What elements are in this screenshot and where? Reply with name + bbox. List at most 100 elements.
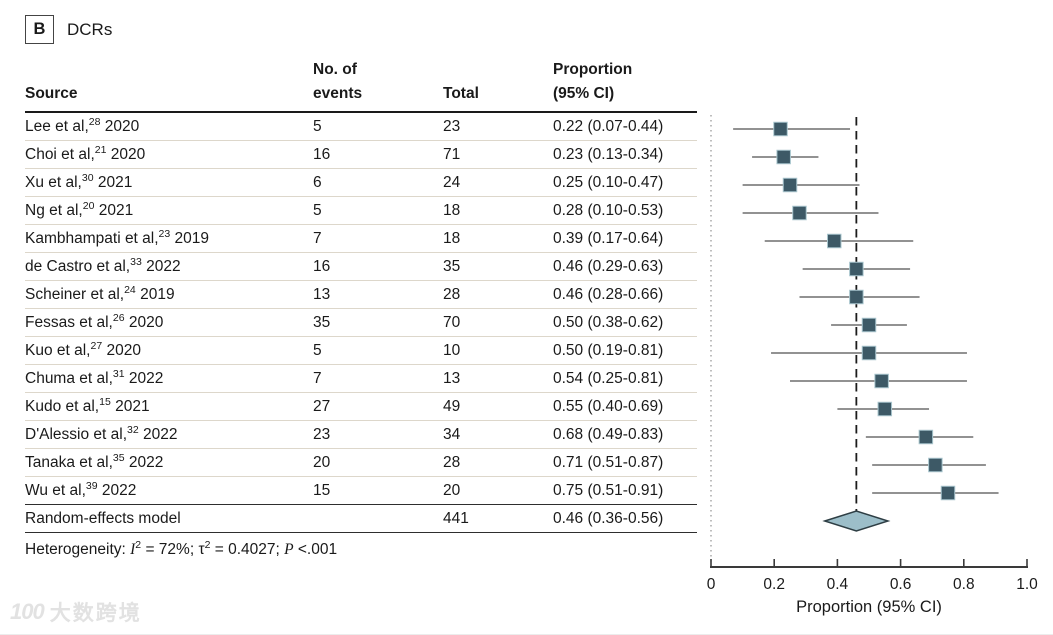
cell-total: 18 [443, 230, 461, 247]
cell-proportion: 0.22 (0.07-0.44) [553, 118, 664, 135]
cell-proportion: 0.71 (0.51-0.87) [553, 454, 664, 471]
header-events: No. of events [313, 60, 363, 102]
cell-total: 23 [443, 118, 461, 135]
cell-proportion: 0.55 (0.40-0.69) [553, 398, 664, 415]
cell-total: 13 [443, 370, 461, 387]
cell-total: 28 [443, 454, 461, 471]
cell-events: 5 [313, 202, 322, 219]
cell-source: Xu et al,30 2021 [25, 171, 133, 191]
cell-proportion: 0.28 (0.10-0.53) [553, 202, 664, 219]
header-total: Total [443, 84, 479, 102]
cell-total: 28 [443, 286, 461, 303]
cell-proportion: 0.50 (0.19-0.81) [553, 342, 664, 359]
cell-events: 27 [313, 398, 331, 415]
cell-proportion: 0.68 (0.49-0.83) [553, 426, 664, 443]
cell-proportion: 0.23 (0.13-0.34) [553, 146, 664, 163]
cell-source: Kambhampati et al,23 2019 [25, 227, 210, 247]
header-source: Source [25, 84, 78, 102]
point-estimate-square [940, 485, 956, 501]
cell-proportion: 0.39 (0.17-0.64) [553, 230, 664, 247]
cell-proportion: 0.46 (0.36-0.56) [553, 510, 664, 527]
cell-source: Choi et al,21 2020 [25, 143, 146, 163]
cell-events: 23 [313, 426, 331, 443]
cell-total: 70 [443, 314, 461, 331]
cell-total: 20 [443, 482, 461, 499]
cell-total: 18 [443, 202, 461, 219]
panel-letter-badge: B [25, 15, 54, 44]
point-estimate-square [874, 373, 889, 389]
watermark-logo-icon: 100 [10, 599, 45, 624]
cell-events: 35 [313, 314, 331, 331]
cell-events: 16 [313, 146, 331, 163]
x-axis-tick-label: 0 [707, 576, 716, 593]
x-axis-tick-label: 0.8 [953, 576, 975, 593]
table-row: Tanaka et al,35 2022 20 28 0.71 (0.51-0.87) [25, 449, 697, 477]
study-table: Source No. of events Total Proportion (95%… [25, 54, 697, 533]
cell-source: Lee et al,28 2020 [25, 115, 140, 135]
point-estimate-square [773, 121, 788, 137]
table-header-row: Source No. of events Total Proportion (95%… [25, 54, 697, 113]
cell-events: 7 [313, 230, 322, 247]
table-row: Random-effects model 441 0.46 (0.36-0.56) [25, 505, 697, 533]
cell-events: 13 [313, 286, 331, 303]
cell-proportion: 0.75 (0.51-0.91) [553, 482, 664, 499]
cell-source: Tanaka et al,35 2022 [25, 451, 164, 471]
cell-total: 35 [443, 258, 461, 275]
forest-plot-svg: 0 0.2 0.4 0.6 0.8 1.0 [707, 115, 1038, 593]
point-estimate-square [849, 261, 864, 277]
cell-source: de Castro et al,33 2022 [25, 255, 181, 275]
heterogeneity-note: Heterogeneity: I2 = 72%; τ2 = 0.4027; P … [25, 538, 338, 558]
table-row: Wu et al,39 2022 15 20 0.75 (0.51-0.91) [25, 477, 697, 505]
cell-events: 6 [313, 174, 322, 191]
cell-proportion: 0.54 (0.25-0.81) [553, 370, 664, 387]
table-body: Lee et al,28 2020 5 23 0.22 (0.07-0.44) Choi… [25, 113, 697, 533]
table-row: Xu et al,30 2021 6 24 0.25 (0.10-0.47) [25, 169, 697, 197]
table-row: Choi et al,21 2020 16 71 0.23 (0.13-0.34) [25, 141, 697, 169]
table-row: Ng et al,20 2021 5 18 0.28 (0.10-0.53) [25, 197, 697, 225]
point-estimate-square [776, 149, 791, 165]
cell-total: 441 [443, 510, 469, 527]
table-row: de Castro et al,33 2022 16 35 0.46 (0.29-0.… [25, 253, 697, 281]
table-row: Scheiner et al,24 2019 13 28 0.46 (0.28-0.6… [25, 281, 697, 309]
watermark-text: 大数跨境 [49, 602, 142, 625]
cell-events: 15 [313, 482, 331, 499]
table-row: Kudo et al,15 2021 27 49 0.55 (0.40-0.69) [25, 393, 697, 421]
x-axis-tick-label: 0.4 [827, 576, 849, 593]
cell-events: 16 [313, 258, 331, 275]
header-proportion: Proportion (95% CI) [553, 60, 633, 102]
cell-proportion: 0.46 (0.28-0.66) [553, 286, 664, 303]
cell-source: Ng et al,20 2021 [25, 199, 134, 219]
table-row: Chuma et al,31 2022 7 13 0.54 (0.25-0.81) [25, 365, 697, 393]
cell-source: Fessas et al,26 2020 [25, 311, 164, 331]
cell-total: 34 [443, 426, 461, 443]
point-estimate-square [861, 317, 877, 333]
panel-letter: B [33, 20, 46, 38]
cell-proportion: 0.25 (0.10-0.47) [553, 174, 664, 191]
cell-proportion: 0.50 (0.38-0.62) [553, 314, 664, 331]
cell-events: 5 [313, 118, 322, 135]
cell-source: Random-effects model [25, 510, 181, 527]
cell-source: Wu et al,39 2022 [25, 479, 137, 499]
cell-total: 10 [443, 342, 461, 359]
cell-source: Kudo et al,15 2021 [25, 395, 150, 415]
point-estimate-square [792, 205, 807, 221]
x-axis-tick-label: 1.0 [1016, 576, 1038, 593]
table-row: Lee et al,28 2020 5 23 0.22 (0.07-0.44) [25, 113, 697, 141]
cell-total: 49 [443, 398, 461, 415]
panel-header: B DCRs [25, 15, 112, 44]
table-row: Fessas et al,26 2020 35 70 0.50 (0.38-0.62) [25, 309, 697, 337]
cell-source: Scheiner et al,24 2019 [25, 283, 175, 303]
table-row: Kambhampati et al,23 2019 7 18 0.39 (0.17-0… [25, 225, 697, 253]
point-estimate-square [877, 401, 893, 417]
cell-total: 24 [443, 174, 461, 191]
point-estimate-square [918, 429, 934, 445]
point-estimate-square [826, 233, 842, 249]
point-estimate-square [928, 457, 943, 473]
table-row: D'Alessio et al,32 2022 23 34 0.68 (0.49-0.… [25, 421, 697, 449]
watermark: 100 大数跨境 [10, 597, 142, 627]
cell-proportion: 0.46 (0.29-0.63) [553, 258, 664, 275]
point-estimate-square [849, 289, 864, 305]
cell-source: Chuma et al,31 2022 [25, 367, 164, 387]
panel-title: DCRs [67, 19, 113, 39]
